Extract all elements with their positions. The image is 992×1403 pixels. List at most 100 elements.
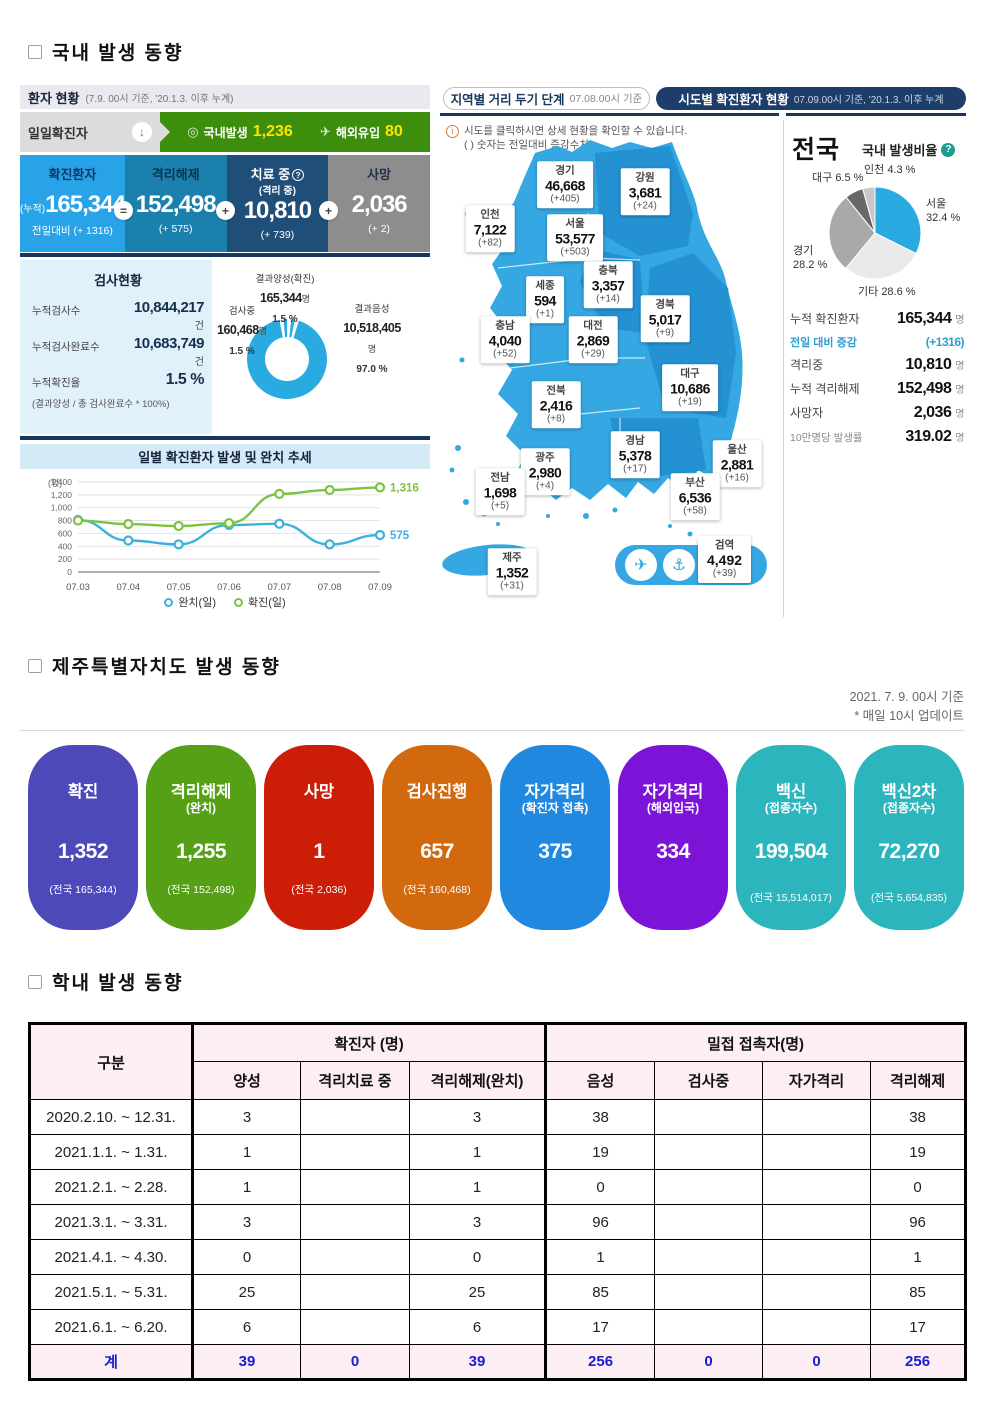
test-row: 누적검사완료수 10,683,749 건 [32,335,205,368]
cell: 6 [191,1309,301,1345]
map-region-gyeongnam[interactable]: 경남 5,378 (+17) [610,431,660,479]
svg-text:1,316: 1,316 [390,482,419,494]
sub-header: 양성 [191,1061,301,1100]
cell [762,1274,872,1310]
table-row: 2021.5.1. ~ 5.31. 25 25 85 85 [28,1274,968,1310]
donut-label-testing: 검사중 160,468명 1.5 % [217,306,267,357]
cell: 38 [870,1099,968,1135]
svg-text:07.08: 07.08 [318,582,342,593]
cell: 1 [870,1239,968,1275]
table-row: 2021.2.1. ~ 2.28. 1 1 0 0 [28,1169,968,1205]
map-region-chungnam[interactable]: 충남 4,040 (+52) [480,316,530,364]
period-cell: 2021.1.1. ~ 1.31. [28,1134,193,1170]
map-region-sejong[interactable]: 세종 594 (+1) [526,276,564,324]
trend-chart-title: 일별 확진환자 발생 및 완치 추세 [20,444,430,469]
tab-regional-confirmed[interactable]: 시도별 확진환자 현황 07.09.00시 기준, '20.1.3. 이후 누계 [656,87,966,110]
svg-text:07.04: 07.04 [116,582,140,593]
card-testing: 검사진행 657 (전국 160,468) [382,745,492,930]
table-row: 2021.1.1. ~ 1.31. 1 1 19 19 [28,1134,968,1170]
cell [300,1274,410,1310]
period-cell: 2021.4.1. ~ 4.30. [28,1239,193,1275]
cell [300,1204,410,1240]
cell: 0 [300,1344,410,1381]
cell: 85 [544,1274,656,1310]
airplane-icon: ✈ [625,549,657,581]
divider [786,113,966,116]
national-ratio-pie-chart [828,186,922,280]
pie-label-seoul: 서울 32.4 % [926,198,961,224]
svg-text:800: 800 [58,516,72,526]
map-region-jeonbuk[interactable]: 전북 2,416 (+8) [531,381,581,429]
cell: 256 [870,1344,968,1381]
divider [20,253,430,257]
map-region-seoul[interactable]: 서울 53,577 (+503) [547,214,603,262]
map-region-incheon[interactable]: 인천 7,122 (+82) [465,205,515,253]
card-self-quarantine-contact: 자가격리 (확진자 접촉) 375 [500,745,610,930]
svg-text:400: 400 [58,541,72,551]
cell [654,1204,764,1240]
test-status-block: 검사현황 누적검사수 10,844,217 건 누적검사완료수 10,683,74… [20,260,430,434]
cell [762,1099,872,1135]
down-arrow-icon: ↓ [132,122,152,142]
cell: 0 [544,1169,656,1205]
cell: 38 [544,1099,656,1135]
question-mark-icon[interactable]: ? [292,169,305,181]
trend-chart-block: 일별 확진환자 발생 및 완치 추세 (명) 0 200 400 600 800 1,00… [20,444,430,616]
test-status-table: 검사현황 누적검사수 10,844,217 건 누적검사완료수 10,683,74… [20,260,212,434]
map-region-daegu[interactable]: 대구 10,686 (+19) [662,364,718,412]
map-region-daejeon[interactable]: 대전 2,869 (+29) [568,316,618,364]
legend-item-cured: 완치(일) [164,594,216,610]
map-region-chungbuk[interactable]: 충북 3,357 (+14) [583,261,633,309]
ship-icon: ⚓ [663,549,695,581]
plus-operator-icon: + [319,201,338,220]
cell: 0 [654,1344,764,1381]
stat-row: 누적 격리해제 152,498 명 [790,380,964,397]
location-pin-icon: ◎ [187,124,199,139]
cell [300,1309,410,1345]
table-row: 2020.2.10. ~ 12.31. 3 3 38 38 [28,1099,968,1135]
cell: 25 [408,1274,547,1310]
jeju-date-note: 2021. 7. 9. 00시 기준 * 매일 10시 업데이트 [849,690,964,723]
section-title-domestic: 국내 발생 동향 [28,38,183,65]
map-region-quarantine[interactable]: 검역 4,492 (+39) [698,536,752,584]
map-region-jeonnam[interactable]: 전남 1,698 (+5) [475,468,525,516]
map-region-gyeongbuk[interactable]: 경북 5,017 (+9) [640,295,690,343]
korea-map: 경기 46,668 (+405) 강원 3,681 (+24) 인천 7,122 (+82)… [440,118,780,623]
cell [762,1204,872,1240]
map-region-ulsan[interactable]: 울산 2,881 (+16) [712,440,762,488]
legend-dot-icon [164,597,174,607]
map-region-busan[interactable]: 부산 6,536 (+58) [670,473,720,521]
svg-text:0: 0 [67,567,72,577]
tab-distancing-level[interactable]: 지역별 거리 두기 단계 07.08.00시 기준 [443,87,650,110]
map-region-jeju[interactable]: 제주 1,352 (+31) [487,548,537,596]
svg-text:200: 200 [58,554,72,564]
map-region-gyeonggi[interactable]: 경기 46,668 (+405) [537,161,593,209]
cell [654,1274,764,1310]
map-region-gwangju[interactable]: 광주 2,980 (+4) [520,448,570,496]
svg-text:07.09: 07.09 [368,582,392,593]
test-row: 누적검사수 10,844,217 건 [32,299,205,332]
svg-text:07.03: 07.03 [66,582,90,593]
group-header-confirmed: 확진자 (명) [190,1022,547,1062]
period-cell: 2021.5.1. ~ 5.31. [28,1274,193,1310]
cell [654,1099,764,1135]
patient-status-title: 환자 현황 [28,90,80,106]
patient-status-header: 환자 현황 (7.9. 00시 기준, '20.1.3. 이후 누계) [20,85,430,109]
sub-header: 격리해제(완치) [408,1061,547,1100]
table-row: 2021.3.1. ~ 3.31. 3 3 96 96 [28,1204,968,1240]
map-region-gangwon[interactable]: 강원 3,681 (+24) [620,168,670,216]
cell [762,1134,872,1170]
cell: 25 [191,1274,301,1310]
cell: 0 [762,1344,872,1381]
test-result-donut-chart [247,319,327,399]
equals-operator-icon: = [114,201,133,220]
period-cell: 2020.2.10. ~ 12.31. [28,1099,193,1135]
domestic-count: ◎ 국내발생 1,236 [187,123,293,140]
cell: 3 [191,1099,301,1135]
divider [440,113,779,116]
help-icon[interactable]: ? [941,142,956,157]
patient-status-date: (7.9. 00시 기준, '20.1.3. 이후 누계) [85,93,234,105]
cell [654,1134,764,1170]
card-self-quarantine-overseas: 자가격리 (해외입국) 334 [618,745,728,930]
